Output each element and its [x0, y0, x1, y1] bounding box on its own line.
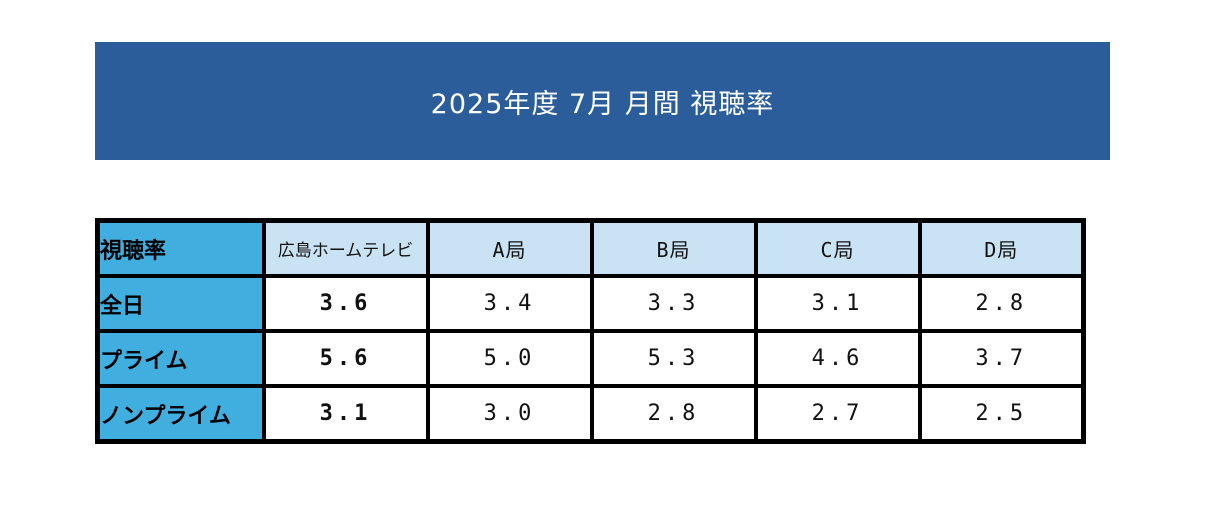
cell-zennichi-station-a: 3.4 — [425, 274, 594, 333]
cell-zennichi-hometv: 3.6 — [261, 274, 430, 333]
column-header-station-a: A局 — [425, 218, 594, 278]
cell-nonprime-station-c: 2.7 — [753, 384, 922, 444]
row-header-zennichi: 全日 — [95, 274, 266, 333]
table-row-prime: プライム 5.6 5.0 5.3 4.6 3.7 — [95, 329, 1086, 388]
cell-prime-hometv: 5.6 — [261, 329, 430, 388]
column-header-station-d: D局 — [917, 218, 1086, 278]
cell-prime-station-c: 4.6 — [753, 329, 922, 388]
cell-nonprime-station-d: 2.5 — [917, 384, 1086, 444]
cell-nonprime-hometv: 3.1 — [261, 384, 430, 444]
table-row-nonprime: ノンプライム 3.1 3.0 2.8 2.7 2.5 — [95, 384, 1086, 444]
row-header-prime: プライム — [95, 329, 266, 388]
title-banner: 2025年度 7月 月間 視聴率 — [95, 42, 1110, 160]
cell-prime-station-a: 5.0 — [425, 329, 594, 388]
cell-zennichi-station-b: 3.3 — [589, 274, 758, 333]
header-row: 視聴率 広島ホームテレビ A局 B局 C局 D局 — [95, 218, 1086, 278]
ratings-table: 視聴率 広島ホームテレビ A局 B局 C局 D局 全日 3.6 3.4 3.3 … — [95, 218, 1086, 444]
cell-nonprime-station-b: 2.8 — [589, 384, 758, 444]
cell-zennichi-station-d: 2.8 — [917, 274, 1086, 333]
column-header-station-c: C局 — [753, 218, 922, 278]
row-header-nonprime: ノンプライム — [95, 384, 266, 444]
corner-header-shichoritsu: 視聴率 — [95, 218, 266, 278]
column-header-hiroshima-home-tv: 広島ホームテレビ — [261, 218, 430, 278]
cell-prime-station-b: 5.3 — [589, 329, 758, 388]
cell-prime-station-d: 3.7 — [917, 329, 1086, 388]
table-row-zennichi: 全日 3.6 3.4 3.3 3.1 2.8 — [95, 274, 1086, 333]
page-title: 2025年度 7月 月間 視聴率 — [430, 88, 775, 120]
column-header-station-b: B局 — [589, 218, 758, 278]
cell-nonprime-station-a: 3.0 — [425, 384, 594, 444]
cell-zennichi-station-c: 3.1 — [753, 274, 922, 333]
